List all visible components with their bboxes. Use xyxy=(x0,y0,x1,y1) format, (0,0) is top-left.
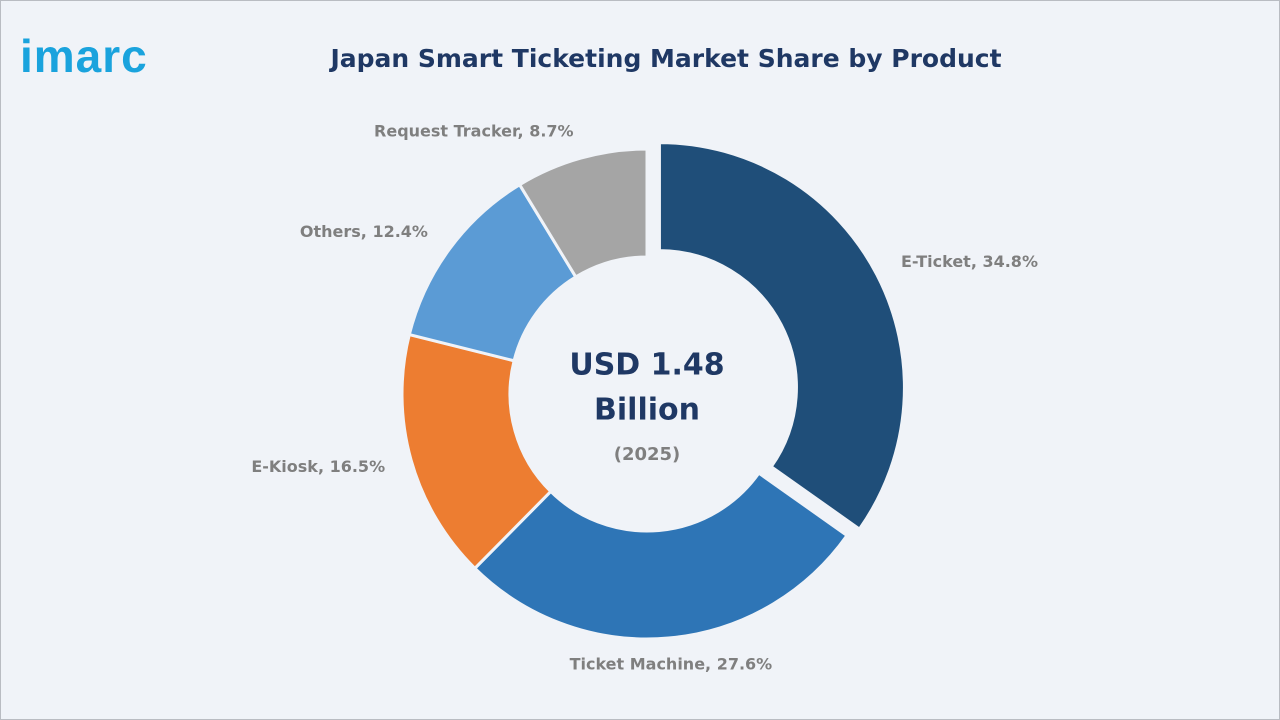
data-label: E-Kiosk, 16.5% xyxy=(251,457,385,476)
chart-title: Japan Smart Ticketing Market Share by Pr… xyxy=(328,44,1001,73)
donut-slice xyxy=(657,141,906,532)
center-subtitle: (2025) xyxy=(614,444,681,465)
center-label: USD 1.48 xyxy=(569,348,724,383)
donut-slice xyxy=(400,332,553,571)
data-label: Others, 12.4% xyxy=(300,222,428,241)
logo: imarc xyxy=(20,30,148,82)
data-label: Ticket Machine, 27.6% xyxy=(570,654,773,673)
data-label: E-Ticket, 34.8% xyxy=(901,252,1038,271)
data-label: Request Tracker, 8.7% xyxy=(374,122,574,141)
donut-slice xyxy=(517,147,649,280)
center-label: Billion xyxy=(594,393,700,428)
donut-slice xyxy=(472,471,850,641)
